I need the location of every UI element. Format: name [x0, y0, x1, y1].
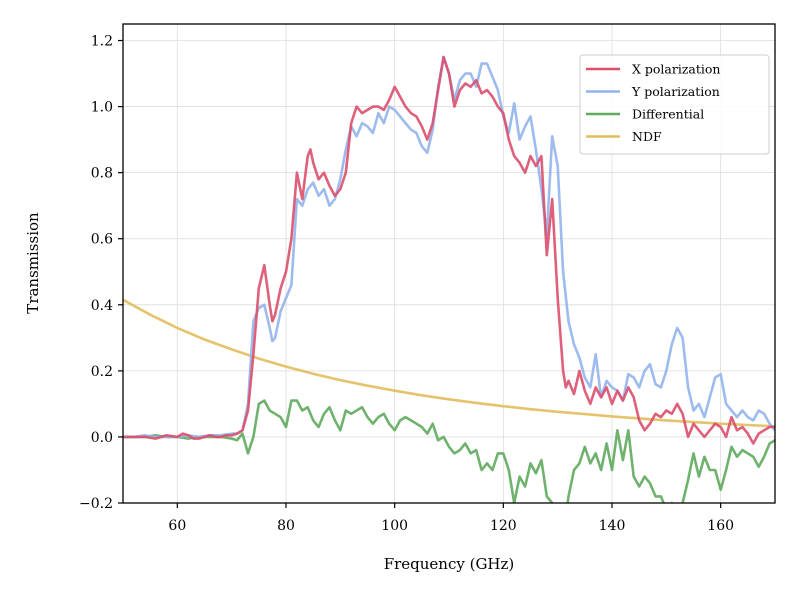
y-axis-label: Transmission: [24, 212, 42, 314]
x-tick-label: 140: [599, 518, 626, 534]
grid: [123, 24, 775, 504]
plot-frame: [122, 23, 776, 504]
y-tick-label: −0.2: [79, 496, 113, 512]
series-line-y-polarization: [123, 55, 775, 439]
x-axis-label: Frequency (GHz): [384, 555, 515, 573]
series-line-x-polarization: [123, 55, 775, 445]
series-group: [123, 55, 775, 503]
y-tick-label: 0.0: [91, 430, 113, 446]
legend-label-differential: Differential: [632, 107, 704, 122]
y-tick-label: 1.0: [91, 100, 113, 116]
x-tick-label: 100: [381, 518, 408, 534]
legend-label-ndf: NDF: [632, 129, 662, 144]
legend-label-y-polarization: Y polarization: [631, 84, 720, 99]
x-tick-label: 60: [168, 518, 186, 534]
y-tick-label: 0.4: [91, 298, 113, 314]
y-tick-label: 1.2: [91, 34, 113, 50]
ticks: 60 80 100 120 140 160 −0.2 0.0 0.2 0.4 0.6 0.8 1.0 1.…: [79, 34, 734, 534]
y-tick-label: 0.2: [91, 364, 113, 380]
legend-label-x-polarization: X polarization: [632, 62, 720, 77]
legend: X polarization Y polarization Differential…: [579, 54, 770, 155]
x-tick-label: 120: [490, 518, 517, 534]
x-tick-label: 80: [277, 518, 295, 534]
series-line-ndf: [123, 298, 775, 428]
y-tick-label: 0.6: [91, 232, 113, 248]
y-tick-label: 0.8: [91, 166, 113, 182]
legend-box: [579, 54, 770, 155]
series-line-differential: [123, 399, 775, 503]
x-tick-label: 160: [707, 518, 734, 534]
